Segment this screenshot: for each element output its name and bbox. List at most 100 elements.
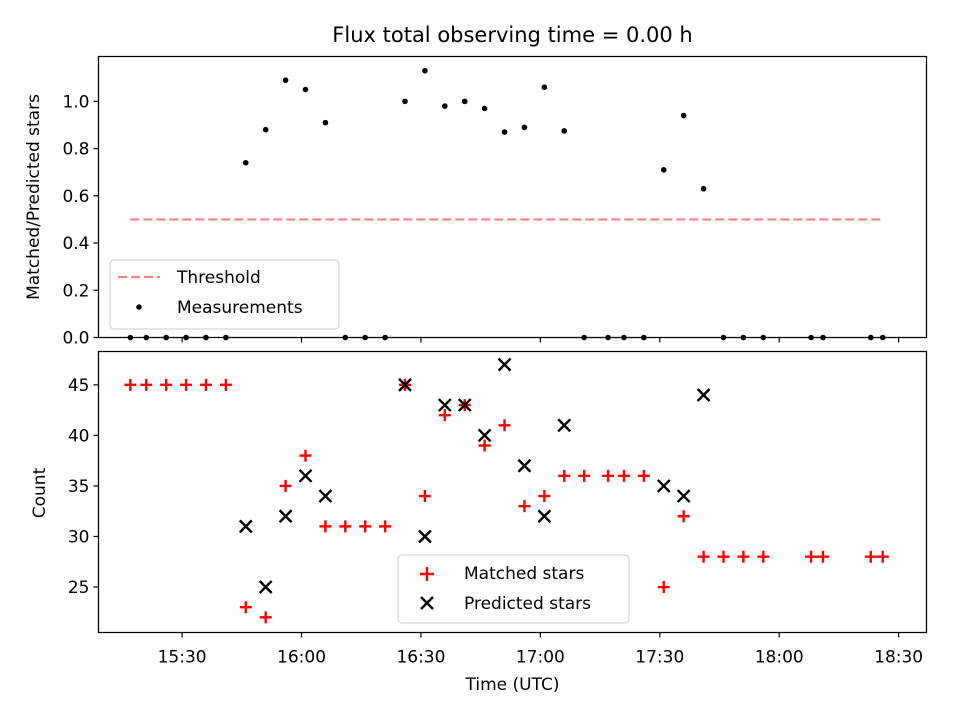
matched-star-point: [279, 479, 292, 492]
matched-star-point: [657, 581, 670, 594]
measurement-point: [422, 67, 428, 74]
bottom-y-tick-label: 30: [68, 527, 90, 547]
measurement-point: [501, 129, 508, 135]
matched-star-point: [677, 510, 690, 523]
predicted-star-point: [497, 357, 512, 372]
top-y-tick-label: 0.0: [62, 329, 89, 349]
predicted-star-point: [457, 398, 472, 412]
matched-star-point: [757, 550, 770, 563]
predicted-star-point: [398, 378, 412, 392]
top-y-ticks: 0.0 0.2 0.4 0.6 0.8 1.0: [62, 92, 99, 349]
bottom-y-axis-label: Count: [30, 467, 50, 518]
matched-star-point: [219, 378, 232, 391]
matched-star-point: [518, 500, 531, 513]
top-y-tick-label: 1.0: [62, 92, 89, 112]
predicted-star-point: [656, 479, 671, 493]
matched-legend-swatch: [420, 567, 434, 581]
matched-star-point: [180, 378, 193, 391]
matched-star-point: [299, 449, 312, 462]
matched-star-point: [558, 469, 571, 482]
matched-star-point: [737, 550, 750, 563]
matched-star-point: [498, 419, 511, 432]
top-y-tick-label: 0.2: [62, 281, 89, 301]
measurement-point: [521, 124, 528, 131]
x-axis-label: Time (UTC): [465, 675, 560, 695]
top-legend-box: [109, 259, 340, 330]
matched-star-point: [602, 469, 615, 482]
x-tick-label: 16:30: [396, 648, 445, 668]
measurements-legend-swatch: [136, 304, 142, 310]
threshold-legend-label: Threshold: [176, 268, 261, 288]
bottom-y-tick-label: 35: [68, 477, 90, 497]
top-y-axis-label: Matched/Predicted stars: [24, 94, 44, 300]
predicted-legend-label: Predicted stars: [464, 594, 591, 614]
measurement-point: [541, 84, 548, 90]
bottom-legend-box: [397, 554, 630, 624]
bottom-y-tick-label: 40: [68, 426, 90, 446]
x-ticks: 15:30 16:00 16:30 17:00 17:30 18:00 18:30: [158, 337, 923, 668]
top-panel: 0.0 0.2 0.4 0.6 0.8 1.0 Matched/Predicted sta…: [24, 55, 928, 349]
top-axes-frame: [97, 55, 928, 339]
predicted-star-point: [258, 580, 273, 594]
x-tick-label: 18:30: [874, 648, 923, 668]
matched-star-point: [578, 469, 591, 482]
measurement-point: [461, 98, 468, 105]
x-tick-label: 18:00: [755, 648, 804, 668]
top-legend: Threshold Measurements: [109, 259, 340, 330]
top-y-tick-label: 0.6: [62, 187, 89, 207]
measurement-point: [561, 128, 568, 134]
matched-star-point: [697, 550, 710, 563]
measurement-point: [442, 103, 448, 109]
x-tick-label: 17:00: [516, 648, 565, 668]
bottom-legend: Matched stars Predicted stars: [397, 554, 630, 624]
predicted-star-point: [676, 489, 691, 503]
measurement-point: [680, 112, 687, 119]
bottom-plot-area: [124, 357, 889, 624]
measurement-point: [660, 167, 667, 173]
predicted-star-point: [517, 458, 532, 473]
x-tick-label: 16:00: [277, 648, 326, 668]
matched-star-point: [876, 550, 889, 563]
measurement-point: [282, 77, 289, 83]
top-y-tick-label: 0.8: [62, 140, 89, 160]
matched-star-point: [717, 550, 730, 563]
matched-star-point: [864, 550, 877, 563]
matched-star-point: [438, 409, 451, 422]
measurement-point: [481, 105, 488, 112]
predicted-star-point: [437, 398, 452, 412]
predicted-star-point: [557, 418, 572, 433]
matched-star-point: [538, 490, 551, 503]
matched-star-point: [617, 469, 630, 482]
predicted-legend-swatch: [420, 596, 434, 610]
matched-star-point: [805, 550, 818, 563]
x-tick-label: 15:30: [158, 648, 207, 668]
predicted-star-point: [318, 489, 333, 503]
bottom-y-ticks: 25 30 35 40 45: [68, 376, 99, 598]
matched-star-point: [199, 378, 212, 391]
matched-star-point: [637, 469, 650, 482]
bottom-y-tick-label: 45: [68, 376, 90, 396]
matched-star-point: [359, 520, 372, 533]
matched-star-point: [239, 601, 252, 614]
predicted-star-point: [298, 468, 313, 483]
bottom-axes-frame: [97, 350, 928, 634]
matched-star-point: [817, 550, 829, 563]
predicted-star-point: [696, 388, 711, 402]
bottom-y-tick-label: 25: [68, 578, 90, 598]
predicted-star-point: [278, 509, 293, 524]
matched-star-point: [319, 520, 332, 533]
matched-star-point: [160, 378, 173, 391]
measurement-point: [700, 185, 707, 192]
predicted-star-point: [238, 519, 253, 534]
measurement-point: [262, 126, 269, 133]
measurement-point: [242, 159, 249, 166]
predicted-star-point: [477, 428, 492, 443]
predicted-star-point: [418, 529, 432, 544]
matched-legend-label: Matched stars: [464, 564, 584, 584]
predicted-star-point: [537, 509, 552, 524]
matched-star-point: [124, 378, 137, 391]
figure-title: Flux total observing time = 0.00 h: [332, 23, 692, 47]
matched-star-point: [418, 490, 431, 503]
bottom-panel: 25 30 35 40 45 15:30 16:00 16:30 17:00 17:30 18:0…: [30, 337, 928, 695]
